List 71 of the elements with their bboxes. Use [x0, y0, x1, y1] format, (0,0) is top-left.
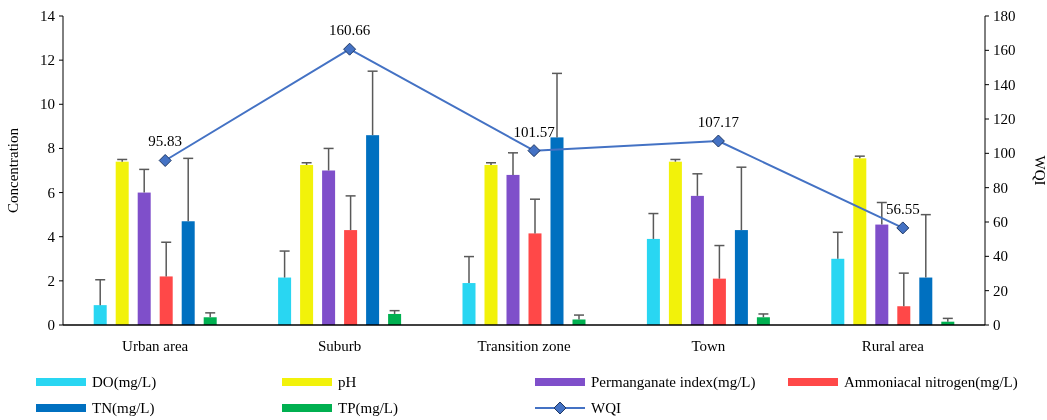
legend-label: TN(mg/L) [92, 400, 155, 417]
y2-axis-title: WQI [1032, 155, 1047, 186]
y-tick-label: 4 [47, 228, 56, 245]
point [896, 221, 910, 235]
x-tick-label: Rural area [861, 338, 925, 354]
y2-tick-label: 140 [993, 76, 1016, 93]
point [158, 153, 172, 167]
data-label: 56.55 [885, 200, 920, 217]
bar [734, 230, 748, 325]
bar [668, 161, 682, 325]
bar [528, 233, 542, 325]
bar [300, 164, 314, 325]
legend-label: pH [338, 374, 357, 390]
y2-tick-label: 100 [993, 145, 1016, 162]
y2-tick-label: 60 [993, 214, 1008, 230]
bar [712, 278, 726, 325]
bar [115, 161, 129, 325]
legend-label: TP(mg/L) [338, 400, 398, 417]
bar [366, 135, 380, 325]
bar [484, 164, 498, 325]
bar [388, 313, 402, 325]
bar [159, 276, 173, 325]
legend-label: Ammoniacal nitrogen(mg/L) [844, 374, 1018, 391]
y2-tick-label: 0 [993, 317, 1001, 333]
y-tick-label: 12 [40, 52, 55, 69]
bar [181, 221, 195, 325]
bar [897, 306, 911, 325]
bar [462, 283, 476, 325]
legend-label: DO(mg/L) [92, 374, 157, 391]
bar [550, 137, 564, 325]
y2-tick-label: 40 [993, 248, 1008, 265]
bar [278, 277, 292, 325]
legend-label: Permanganate index(mg/L) [591, 374, 756, 391]
bar [344, 230, 358, 325]
y2-tick-label: 160 [993, 42, 1016, 59]
x-tick-label: Town [691, 338, 726, 354]
bar [572, 319, 586, 325]
bar [322, 170, 336, 325]
bar [646, 238, 660, 325]
y-tick-label: 14 [40, 8, 56, 24]
y-tick-label: 8 [47, 140, 55, 157]
data-label: 107.17 [697, 114, 740, 131]
bar [875, 224, 889, 325]
y-tick-label: 0 [47, 317, 55, 333]
y2-tick-label: 20 [993, 282, 1008, 299]
data-label: 160.66 [328, 22, 371, 39]
y-axis-title: Concentration [5, 127, 21, 213]
x-tick-label: Urban area [122, 338, 189, 354]
y-tick-label: 10 [40, 96, 55, 113]
bar [831, 258, 845, 325]
point [711, 134, 725, 148]
bar [203, 317, 217, 325]
y-tick-label: 6 [47, 184, 56, 201]
data-label: 95.83 [148, 133, 183, 150]
bar [137, 192, 151, 325]
bar [93, 305, 107, 325]
bar [853, 158, 867, 325]
x-tick-label: Transition zone [477, 338, 571, 354]
y-tick-label: 2 [47, 272, 55, 289]
point [343, 42, 357, 56]
point [527, 144, 541, 158]
y2-tick-label: 180 [993, 8, 1016, 24]
x-tick-label: Suburb [317, 338, 362, 354]
bar [690, 195, 704, 325]
legend-label: WQI [591, 400, 621, 416]
bar [506, 174, 520, 325]
y2-tick-label: 80 [993, 179, 1008, 196]
bar [756, 317, 770, 325]
data-label: 101.57 [513, 123, 556, 140]
bar [919, 277, 933, 325]
y2-tick-label: 120 [993, 111, 1016, 127]
